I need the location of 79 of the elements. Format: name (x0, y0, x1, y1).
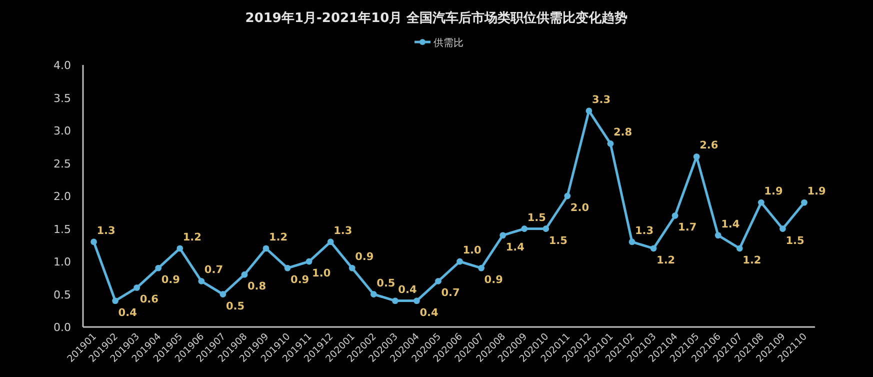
y-tick-label: 1.0 (54, 256, 71, 268)
data-label: 0.6 (140, 294, 158, 306)
point (370, 291, 377, 298)
y-tick-label: 0.5 (54, 288, 71, 302)
data-label: 2.0 (570, 202, 590, 214)
point (780, 226, 786, 232)
point (134, 284, 140, 291)
point (500, 232, 506, 238)
point (392, 298, 398, 304)
point (262, 245, 270, 252)
data-label: 0.4 (118, 306, 137, 319)
point (241, 271, 248, 278)
data-label: 1.2 (742, 254, 762, 266)
y-tick-label: 0.0 (54, 321, 71, 334)
data-label: 1.2 (656, 254, 676, 266)
data-label: 0.4 (420, 306, 438, 319)
data-label: 1.7 (678, 222, 697, 234)
data-label: 1.9 (764, 186, 783, 198)
y-tick-label: 4.0 (54, 59, 71, 72)
data-label: 1.3 (635, 224, 654, 237)
data-label: 0.5 (226, 300, 245, 312)
data-label: 1.3 (334, 224, 352, 237)
data-label: 0.8 (247, 280, 266, 293)
point (112, 298, 118, 304)
data-label: 1.0 (312, 268, 331, 280)
chart-title: 2019年1月-2021年10月 全国汽车后市场类职位供需比变化趋势 (245, 10, 628, 26)
data-label: 1.0 (462, 244, 482, 256)
point (650, 245, 657, 252)
point (521, 226, 528, 232)
point (176, 245, 184, 252)
y-tick-label: 3.0 (54, 124, 71, 138)
data-label: 1.9 (807, 186, 826, 198)
data-label: 0.7 (441, 287, 460, 300)
point (90, 238, 97, 246)
point (693, 154, 700, 160)
point (586, 108, 592, 114)
data-label: 0.9 (484, 274, 503, 286)
data-label: 1.5 (786, 234, 804, 247)
data-label: 0.9 (161, 274, 180, 286)
point (542, 226, 550, 232)
data-label: 2.6 (700, 140, 718, 152)
point (155, 264, 162, 272)
data-label: 0.4 (398, 284, 417, 296)
point (672, 212, 678, 219)
y-tick-label: 2.5 (54, 157, 71, 170)
point (758, 199, 764, 206)
data-label: 1.4 (721, 218, 740, 230)
point (306, 258, 312, 265)
point (435, 278, 442, 284)
point (801, 199, 808, 206)
point (478, 264, 484, 272)
point (327, 238, 334, 246)
y-tick-label: 2.0 (54, 190, 71, 203)
data-label: 1.3 (96, 224, 116, 237)
data-label: 2.8 (613, 126, 632, 139)
point (284, 264, 291, 272)
data-label: 0.5 (376, 277, 396, 290)
point (348, 264, 356, 272)
data-label: 3.3 (592, 94, 611, 106)
point (714, 232, 722, 238)
data-label: 1.2 (182, 231, 202, 244)
y-tick-label: 1.5 (54, 222, 71, 236)
point (414, 298, 420, 304)
data-label: 1.2 (269, 231, 288, 244)
point (198, 278, 205, 284)
data-label: 0.9 (355, 251, 374, 264)
point (628, 238, 636, 246)
data-label: 0.7 (204, 264, 224, 276)
point (456, 258, 463, 265)
y-tick-label: 3.5 (54, 92, 71, 105)
data-label: 0.9 (290, 274, 310, 286)
point (220, 291, 226, 298)
data-label: 1.4 (506, 241, 524, 254)
legend-label: 供需比 (434, 37, 464, 49)
point (564, 192, 571, 200)
point (736, 245, 743, 252)
data-label: 1.5 (527, 212, 546, 224)
point (607, 140, 614, 147)
data-label: 1.5 (548, 234, 568, 247)
